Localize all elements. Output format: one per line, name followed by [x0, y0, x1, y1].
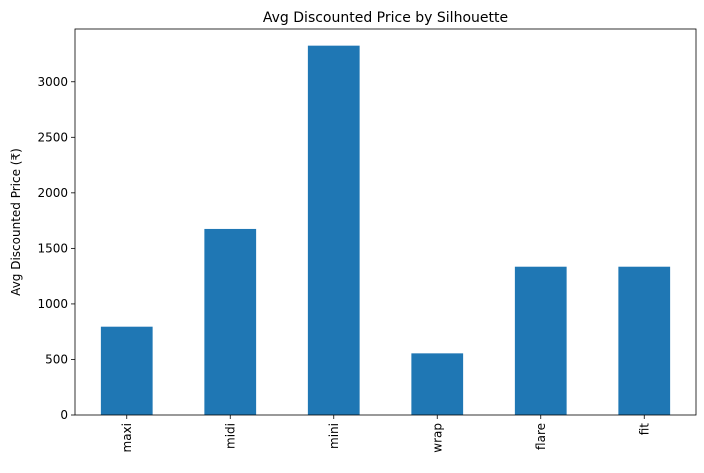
- y-tick-label: 3000: [37, 75, 68, 89]
- y-tick-label: 0: [60, 408, 68, 422]
- y-tick-label: 1500: [37, 241, 68, 255]
- plot-area: 0 500 1000 1500 2000 2500 3000 maxi midi mini wrap…: [37, 28, 697, 453]
- x-tick-label-maxi: maxi: [120, 423, 134, 452]
- x-tick-label-mini: mini: [327, 423, 341, 449]
- y-axis-label: Avg Discounted Price (₹): [9, 148, 23, 296]
- y-tick-label: 2000: [37, 186, 68, 200]
- y-tick-label: 500: [45, 352, 68, 366]
- x-tick-label-wrap: wrap: [430, 423, 444, 453]
- bar-maxi: [100, 326, 153, 415]
- y-tick-label: 2500: [37, 130, 68, 144]
- bar-midi: [204, 228, 257, 415]
- x-tick-label-midi: midi: [223, 423, 237, 449]
- y-tick-label: 1000: [37, 297, 68, 311]
- bar-mini: [307, 45, 360, 416]
- bar-flare: [514, 266, 567, 415]
- axes-frame: [74, 28, 697, 416]
- bar-wrap: [411, 353, 464, 415]
- chart-title: Avg Discounted Price by Silhouette: [263, 10, 508, 26]
- x-tick-label-fit: fit: [637, 423, 651, 436]
- x-tick-label-flare: flare: [534, 423, 548, 450]
- bar-fit: [618, 266, 671, 415]
